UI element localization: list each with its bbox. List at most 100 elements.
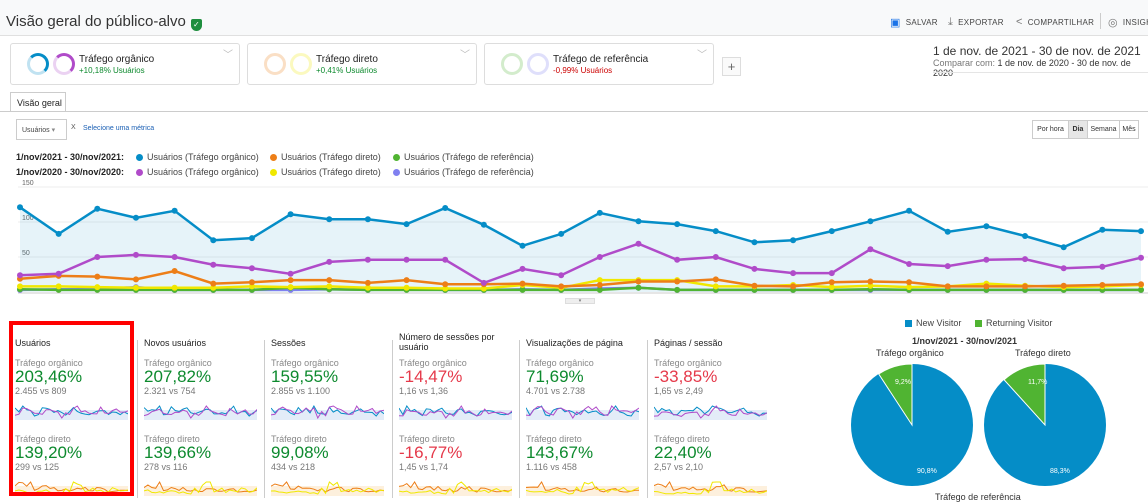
data-point[interactable] — [751, 265, 758, 272]
data-point[interactable] — [558, 283, 565, 290]
compare-date-range[interactable]: Comparar com: 1 de nov. de 2020 - 30 de … — [933, 58, 1148, 78]
data-point[interactable] — [94, 254, 101, 260]
data-point[interactable] — [442, 285, 449, 292]
data-point[interactable] — [1060, 244, 1067, 251]
data-point[interactable] — [403, 256, 410, 263]
data-point[interactable] — [287, 277, 294, 284]
data-point[interactable] — [442, 256, 449, 263]
legend-item[interactable]: Usuários (Tráfego direto) — [270, 152, 381, 162]
data-point[interactable] — [55, 283, 62, 290]
data-point[interactable] — [558, 272, 565, 279]
data-point[interactable] — [1099, 282, 1106, 288]
chevron-down-icon[interactable]: ﹀ — [697, 50, 707, 61]
data-point[interactable] — [828, 284, 835, 291]
data-point[interactable] — [906, 207, 913, 214]
data-point[interactable] — [1022, 283, 1029, 290]
legend-item[interactable]: Usuários (Tráfego orgânico) — [136, 167, 259, 177]
data-point[interactable] — [867, 282, 874, 289]
data-point[interactable] — [442, 281, 449, 288]
legend-item[interactable]: Usuários (Tráfego de referência) — [393, 152, 534, 162]
data-point[interactable] — [248, 279, 255, 286]
data-point[interactable] — [210, 284, 217, 291]
data-point[interactable] — [17, 272, 23, 279]
data-point[interactable] — [1138, 281, 1144, 288]
data-point[interactable] — [1022, 256, 1029, 263]
data-point[interactable] — [1060, 265, 1067, 272]
chevron-down-icon[interactable]: ﹀ — [460, 50, 470, 61]
granularity-button[interactable]: Dia — [1068, 120, 1088, 139]
data-point[interactable] — [1060, 282, 1067, 289]
data-point[interactable] — [364, 256, 371, 263]
pie-slice-returning[interactable] — [877, 363, 913, 427]
data-point[interactable] — [519, 280, 526, 287]
data-point[interactable] — [635, 218, 642, 225]
data-point[interactable] — [712, 276, 719, 283]
data-point[interactable] — [480, 285, 487, 292]
data-point[interactable] — [1099, 226, 1106, 233]
data-point[interactable] — [210, 261, 217, 268]
collapse-chart-handle[interactable]: ▾ — [565, 298, 595, 304]
data-point[interactable] — [635, 240, 642, 247]
metric-dropdown[interactable]: Usuários ▾ — [16, 119, 67, 140]
data-point[interactable] — [1099, 263, 1106, 270]
data-point[interactable] — [17, 204, 23, 211]
data-point[interactable] — [210, 280, 217, 287]
data-point[interactable] — [1138, 254, 1144, 261]
data-point[interactable] — [867, 218, 874, 225]
data-point[interactable] — [94, 273, 101, 280]
data-point[interactable] — [210, 237, 217, 244]
export-button[interactable]: ⤓ EXPORTAR — [948, 16, 1004, 29]
data-point[interactable] — [558, 230, 565, 237]
data-point[interactable] — [403, 221, 410, 228]
data-point[interactable] — [248, 283, 255, 290]
metric-card[interactable]: Usuários Tráfego orgânico 203,46% 2.455 vs … — [15, 338, 139, 498]
data-point[interactable] — [983, 283, 990, 290]
data-point[interactable] — [596, 286, 603, 293]
data-point[interactable] — [867, 246, 874, 253]
data-point[interactable] — [1138, 228, 1144, 235]
data-point[interactable] — [326, 277, 333, 284]
data-point[interactable] — [442, 205, 449, 211]
data-point[interactable] — [364, 284, 371, 291]
data-point[interactable] — [828, 279, 835, 286]
metric-card[interactable]: Visualizações de página Tráfego orgânico 7… — [526, 338, 650, 498]
data-point[interactable] — [596, 277, 603, 284]
data-point[interactable] — [326, 258, 333, 265]
data-point[interactable] — [287, 270, 294, 277]
data-point[interactable] — [596, 254, 603, 260]
data-point[interactable] — [94, 284, 101, 291]
date-range-picker[interactable]: 1 de nov. de 2021 - 30 de nov. de 2021 — [933, 44, 1141, 58]
data-point[interactable] — [944, 263, 951, 270]
data-point[interactable] — [132, 214, 139, 221]
data-point[interactable] — [364, 216, 371, 223]
data-point[interactable] — [712, 228, 719, 235]
remove-metric-button[interactable]: X — [71, 124, 76, 131]
segment-card[interactable]: Tráfego orgânico +10,18% Usuários ﹀ — [10, 43, 240, 85]
metric-card[interactable]: Número de sessões por usuário Tráfego org… — [399, 332, 523, 496]
data-point[interactable] — [944, 228, 951, 235]
pie-legend-item[interactable]: New Visitor — [905, 318, 961, 328]
data-point[interactable] — [596, 209, 603, 216]
data-point[interactable] — [519, 242, 526, 249]
metric-card[interactable]: Novos usuários Tráfego orgânico 207,82% 2.3… — [144, 338, 268, 498]
data-point[interactable] — [326, 216, 333, 223]
data-point[interactable] — [635, 278, 642, 285]
data-point[interactable] — [403, 284, 410, 291]
data-point[interactable] — [983, 223, 990, 230]
data-point[interactable] — [55, 230, 62, 237]
metric-card[interactable]: Páginas / sessão Tráfego orgânico -33,85% 1… — [654, 338, 778, 498]
data-point[interactable] — [519, 286, 526, 293]
granularity-button[interactable]: Mês — [1119, 120, 1139, 139]
data-point[interactable] — [635, 284, 642, 291]
data-point[interactable] — [674, 278, 681, 285]
data-point[interactable] — [712, 254, 719, 260]
pie-slice-returning[interactable] — [1003, 363, 1046, 427]
pie-legend-item[interactable]: Returning Visitor — [975, 318, 1052, 328]
metric-card[interactable]: Sessões Tráfego orgânico 159,55% 2.855 vs 1… — [271, 338, 395, 498]
chevron-down-icon[interactable]: ﹀ — [223, 50, 233, 61]
legend-item[interactable]: Usuários (Tráfego de referência) — [393, 167, 534, 177]
data-point[interactable] — [287, 211, 294, 218]
data-point[interactable] — [17, 283, 23, 290]
data-point[interactable] — [248, 235, 255, 242]
data-point[interactable] — [287, 284, 294, 291]
